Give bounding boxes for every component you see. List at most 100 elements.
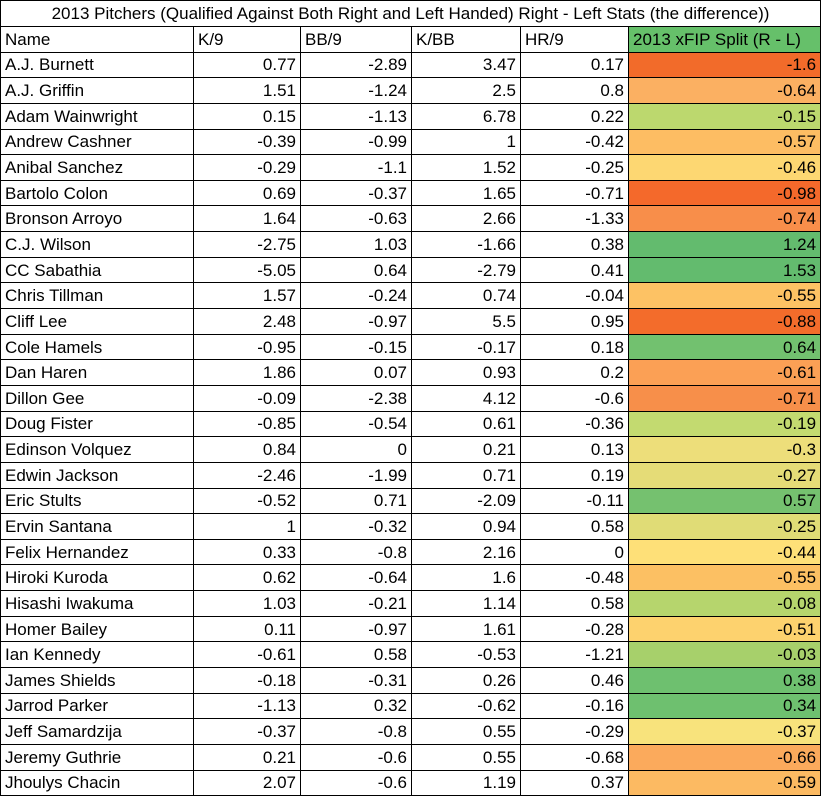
- cell-bb9: -1.99: [300, 461, 412, 489]
- cell-kbb: 0.93: [411, 359, 521, 386]
- cell-bb9: -0.37: [300, 179, 412, 207]
- cell-name: Dan Haren: [0, 359, 194, 386]
- cell-xfip-split: -1.6: [627, 51, 821, 79]
- table-row: Jeremy Guthrie 0.21 -0.6 0.55 -0.68 -0.66: [0, 743, 821, 771]
- header-row: Name K/9 BB/9 K/BB HR/9 2013 xFIP Split …: [0, 26, 821, 53]
- cell-k9: 1.86: [193, 359, 301, 386]
- cell-xfip-split: -0.74: [627, 205, 821, 233]
- cell-xfip-split: -0.37: [627, 718, 821, 745]
- cell-k9: -0.37: [193, 718, 301, 745]
- cell-kbb: 0.55: [411, 743, 521, 771]
- table-row: Hiroki Kuroda 0.62 -0.64 1.6 -0.48 -0.55: [0, 564, 821, 592]
- cell-name: Felix Hernandez: [0, 538, 194, 566]
- cell-k9: 0.21: [193, 743, 301, 771]
- cell-bb9: -0.8: [300, 718, 412, 745]
- cell-kbb: 2.5: [411, 77, 521, 104]
- cell-bb9: -1.1: [300, 154, 412, 181]
- title-row: 2013 Pitchers (Qualified Against Both Ri…: [0, 0, 821, 27]
- cell-kbb: 1.65: [411, 179, 521, 207]
- cell-name: Eric Stults: [0, 487, 194, 515]
- cell-k9: -0.85: [193, 410, 301, 438]
- cell-name: Doug Fister: [0, 410, 194, 438]
- table-row: A.J. Burnett 0.77 -2.89 3.47 0.17 -1.6: [0, 51, 821, 79]
- cell-bb9: -0.15: [300, 333, 412, 361]
- cell-name: Chris Tillman: [0, 282, 194, 310]
- cell-k9: 0.77: [193, 51, 301, 79]
- cell-xfip-split: -0.15: [627, 102, 821, 130]
- table-row: CC Sabathia -5.05 0.64 -2.79 0.41 1.53: [0, 256, 821, 284]
- cell-name: Jhoulys Chacin: [0, 769, 194, 797]
- cell-hr9: 0.22: [520, 102, 629, 130]
- cell-name: Homer Bailey: [0, 615, 194, 643]
- cell-k9: 1.51: [193, 77, 301, 104]
- cell-bb9: -0.6: [300, 743, 412, 771]
- cell-xfip-split: -0.25: [627, 513, 821, 540]
- table-row: Chris Tillman 1.57 -0.24 0.74 -0.04 -0.55: [0, 282, 821, 310]
- cell-name: Jeff Samardzija: [0, 718, 194, 745]
- cell-hr9: 0.37: [520, 769, 629, 797]
- table-row: Jarrod Parker -1.13 0.32 -0.62 -0.16 0.34: [0, 692, 821, 720]
- cell-kbb: 0.26: [411, 667, 521, 694]
- cell-bb9: -1.24: [300, 77, 412, 104]
- table-row: Jeff Samardzija -0.37 -0.8 0.55 -0.29 -0.37: [0, 718, 821, 745]
- cell-name: Edinson Volquez: [0, 436, 194, 463]
- cell-name: Ian Kennedy: [0, 641, 194, 669]
- cell-hr9: -0.16: [520, 692, 629, 720]
- table-row: C.J. Wilson -2.75 1.03 -1.66 0.38 1.24: [0, 231, 821, 258]
- cell-hr9: -0.71: [520, 179, 629, 207]
- cell-kbb: 1.6: [411, 564, 521, 592]
- cell-kbb: 5.5: [411, 308, 521, 335]
- cell-name: CC Sabathia: [0, 256, 194, 284]
- cell-xfip-split: -0.08: [627, 590, 821, 617]
- cell-xfip-split: -0.59: [627, 769, 821, 797]
- cell-xfip-split: -0.98: [627, 179, 821, 207]
- cell-name: Bronson Arroyo: [0, 205, 194, 233]
- cell-bb9: 0.07: [300, 359, 412, 386]
- cell-kbb: 2.66: [411, 205, 521, 233]
- cell-kbb: 0.94: [411, 513, 521, 540]
- cell-hr9: -0.6: [520, 384, 629, 412]
- cell-name: Bartolo Colon: [0, 179, 194, 207]
- cell-kbb: 1.52: [411, 154, 521, 181]
- cell-xfip-split: 1.24: [627, 231, 821, 258]
- cell-bb9: -0.32: [300, 513, 412, 540]
- cell-name: Ervin Santana: [0, 513, 194, 540]
- cell-k9: 2.07: [193, 769, 301, 797]
- cell-kbb: -0.62: [411, 692, 521, 720]
- cell-kbb: 0.61: [411, 410, 521, 438]
- cell-k9: 0.15: [193, 102, 301, 130]
- cell-xfip-split: -0.88: [627, 308, 821, 335]
- cell-bb9: 0.58: [300, 641, 412, 669]
- cell-hr9: 0.46: [520, 667, 629, 694]
- cell-hr9: -1.33: [520, 205, 629, 233]
- table-row: Anibal Sanchez -0.29 -1.1 1.52 -0.25 -0.46: [0, 154, 821, 181]
- column-header-hr9: HR/9: [520, 26, 629, 53]
- cell-xfip-split: -0.55: [627, 282, 821, 310]
- column-header-name: Name: [0, 26, 194, 53]
- cell-xfip-split: -0.19: [627, 410, 821, 438]
- cell-name: James Shields: [0, 667, 194, 694]
- cell-kbb: -1.66: [411, 231, 521, 258]
- cell-name: Adam Wainwright: [0, 102, 194, 130]
- cell-name: Hiroki Kuroda: [0, 564, 194, 592]
- table-row: Hisashi Iwakuma 1.03 -0.21 1.14 0.58 -0.08: [0, 590, 821, 617]
- cell-hr9: -1.21: [520, 641, 629, 669]
- cell-hr9: 0.13: [520, 436, 629, 463]
- cell-hr9: 0: [520, 538, 629, 566]
- cell-k9: -0.29: [193, 154, 301, 181]
- cell-bb9: -0.64: [300, 564, 412, 592]
- cell-kbb: 1: [411, 128, 521, 156]
- cell-bb9: -0.97: [300, 615, 412, 643]
- table-row: Andrew Cashner -0.39 -0.99 1 -0.42 -0.57: [0, 128, 821, 156]
- cell-kbb: -0.17: [411, 333, 521, 361]
- cell-name: A.J. Griffin: [0, 77, 194, 104]
- cell-name: Dillon Gee: [0, 384, 194, 412]
- cell-hr9: -0.48: [520, 564, 629, 592]
- table-row: Edinson Volquez 0.84 0 0.21 0.13 -0.3: [0, 436, 821, 463]
- table-row: Bronson Arroyo 1.64 -0.63 2.66 -1.33 -0.74: [0, 205, 821, 233]
- cell-bb9: 0.71: [300, 487, 412, 515]
- table-row: A.J. Griffin 1.51 -1.24 2.5 0.8 -0.64: [0, 77, 821, 104]
- cell-bb9: -0.99: [300, 128, 412, 156]
- cell-xfip-split: 0.57: [627, 487, 821, 515]
- cell-k9: 0.33: [193, 538, 301, 566]
